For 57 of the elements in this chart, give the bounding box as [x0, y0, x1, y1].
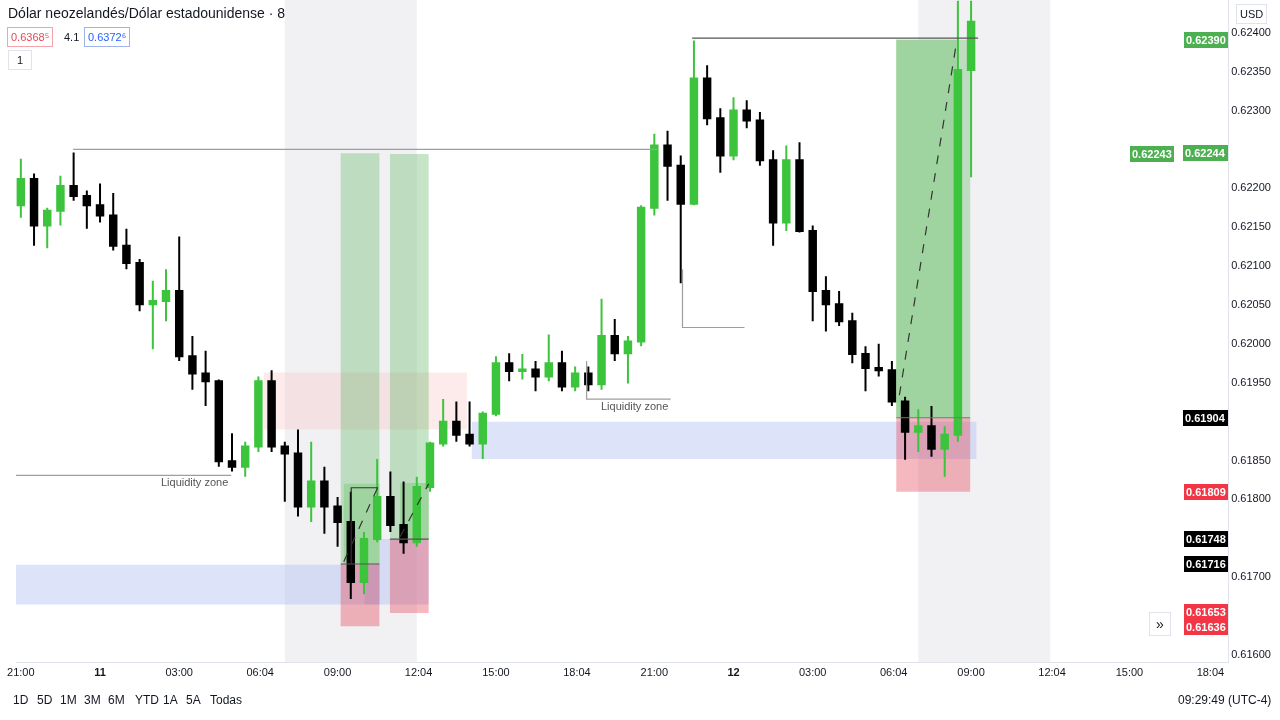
annotation: 0.61716 [1186, 558, 1226, 570]
x-tick-label: 11 [94, 666, 106, 679]
text: 1D [13, 693, 29, 707]
annotation: 0.62243 [1132, 148, 1172, 160]
y-tick-label: 0.62400 [1231, 25, 1271, 38]
y-tick-label: 0.61950 [1231, 375, 1271, 388]
x-tick-label: 12 [727, 666, 740, 679]
annotation: 0.61748 [1186, 533, 1226, 545]
annotation: 0.62244 [1185, 147, 1226, 159]
annotation: Liquidity zone [601, 400, 669, 412]
y-tick-label: 0.61800 [1231, 492, 1271, 505]
y-tick-label: 0.61600 [1231, 648, 1271, 661]
annotation: » [1156, 616, 1164, 632]
x-tick-label: 12:04 [1038, 666, 1066, 679]
x-tick-label: 06:04 [879, 666, 908, 679]
x-tick-label: 15:00 [482, 666, 510, 679]
x-tick-label: 21:00 [7, 666, 35, 679]
text: 09:29:49 (UTC-4) [1178, 693, 1272, 707]
annotation: 0.62390 [1186, 34, 1226, 46]
annotation: 0.61636 [1186, 621, 1226, 633]
x-tick-label: 12:04 [404, 666, 433, 679]
y-tick-label: 0.62100 [1231, 259, 1271, 272]
y-tick-label: 0.62200 [1231, 181, 1271, 194]
annotation: Liquidity zone [161, 476, 229, 488]
y-tick-label: 0.61850 [1231, 453, 1271, 466]
y-tick-label: 0.62300 [1231, 103, 1271, 116]
chart-title: Dólar neozelandés/Dólar estadounidense · 8 [8, 4, 286, 21]
x-tick-label: 06:04 [246, 666, 274, 679]
text: 5D [37, 693, 53, 707]
text: YTD [135, 693, 160, 707]
text: 6M [108, 693, 125, 707]
annotation: 4.1 [64, 31, 80, 43]
x-tick-label: 18:04 [1196, 666, 1225, 679]
x-tick-label: 09:00 [323, 666, 352, 679]
y-tick-label: 0.61700 [1231, 570, 1271, 583]
x-tick-label: 18:04 [563, 666, 591, 679]
y-axis-title: USD [1240, 8, 1264, 20]
y-tick-label: 0.62150 [1231, 220, 1271, 233]
text: 1A [163, 693, 178, 707]
text: 3M [84, 693, 101, 707]
annotation: 0.61904 [1185, 412, 1226, 424]
x-tick-label: 15:00 [1115, 666, 1144, 679]
x-tick-label: 21:00 [640, 666, 669, 679]
annotation: 0.6372⁶ [88, 31, 127, 43]
text: 5A [186, 693, 201, 707]
x-tick-label: 03:00 [165, 666, 193, 679]
annotation: 0.61653 [1186, 606, 1226, 618]
y-tick-label: 0.62000 [1231, 336, 1271, 349]
annotation: 0.6368⁵ [11, 31, 50, 43]
text: 1M [60, 693, 77, 707]
x-tick-label: 03:00 [798, 666, 827, 679]
x-tick-label: 09:00 [957, 666, 985, 679]
y-tick-label: 0.62050 [1231, 298, 1271, 311]
y-tick-label: 0.62350 [1231, 64, 1271, 77]
annotation: 0.61809 [1186, 486, 1226, 498]
annotation: 1 [16, 54, 24, 66]
text: Todas [210, 693, 243, 707]
